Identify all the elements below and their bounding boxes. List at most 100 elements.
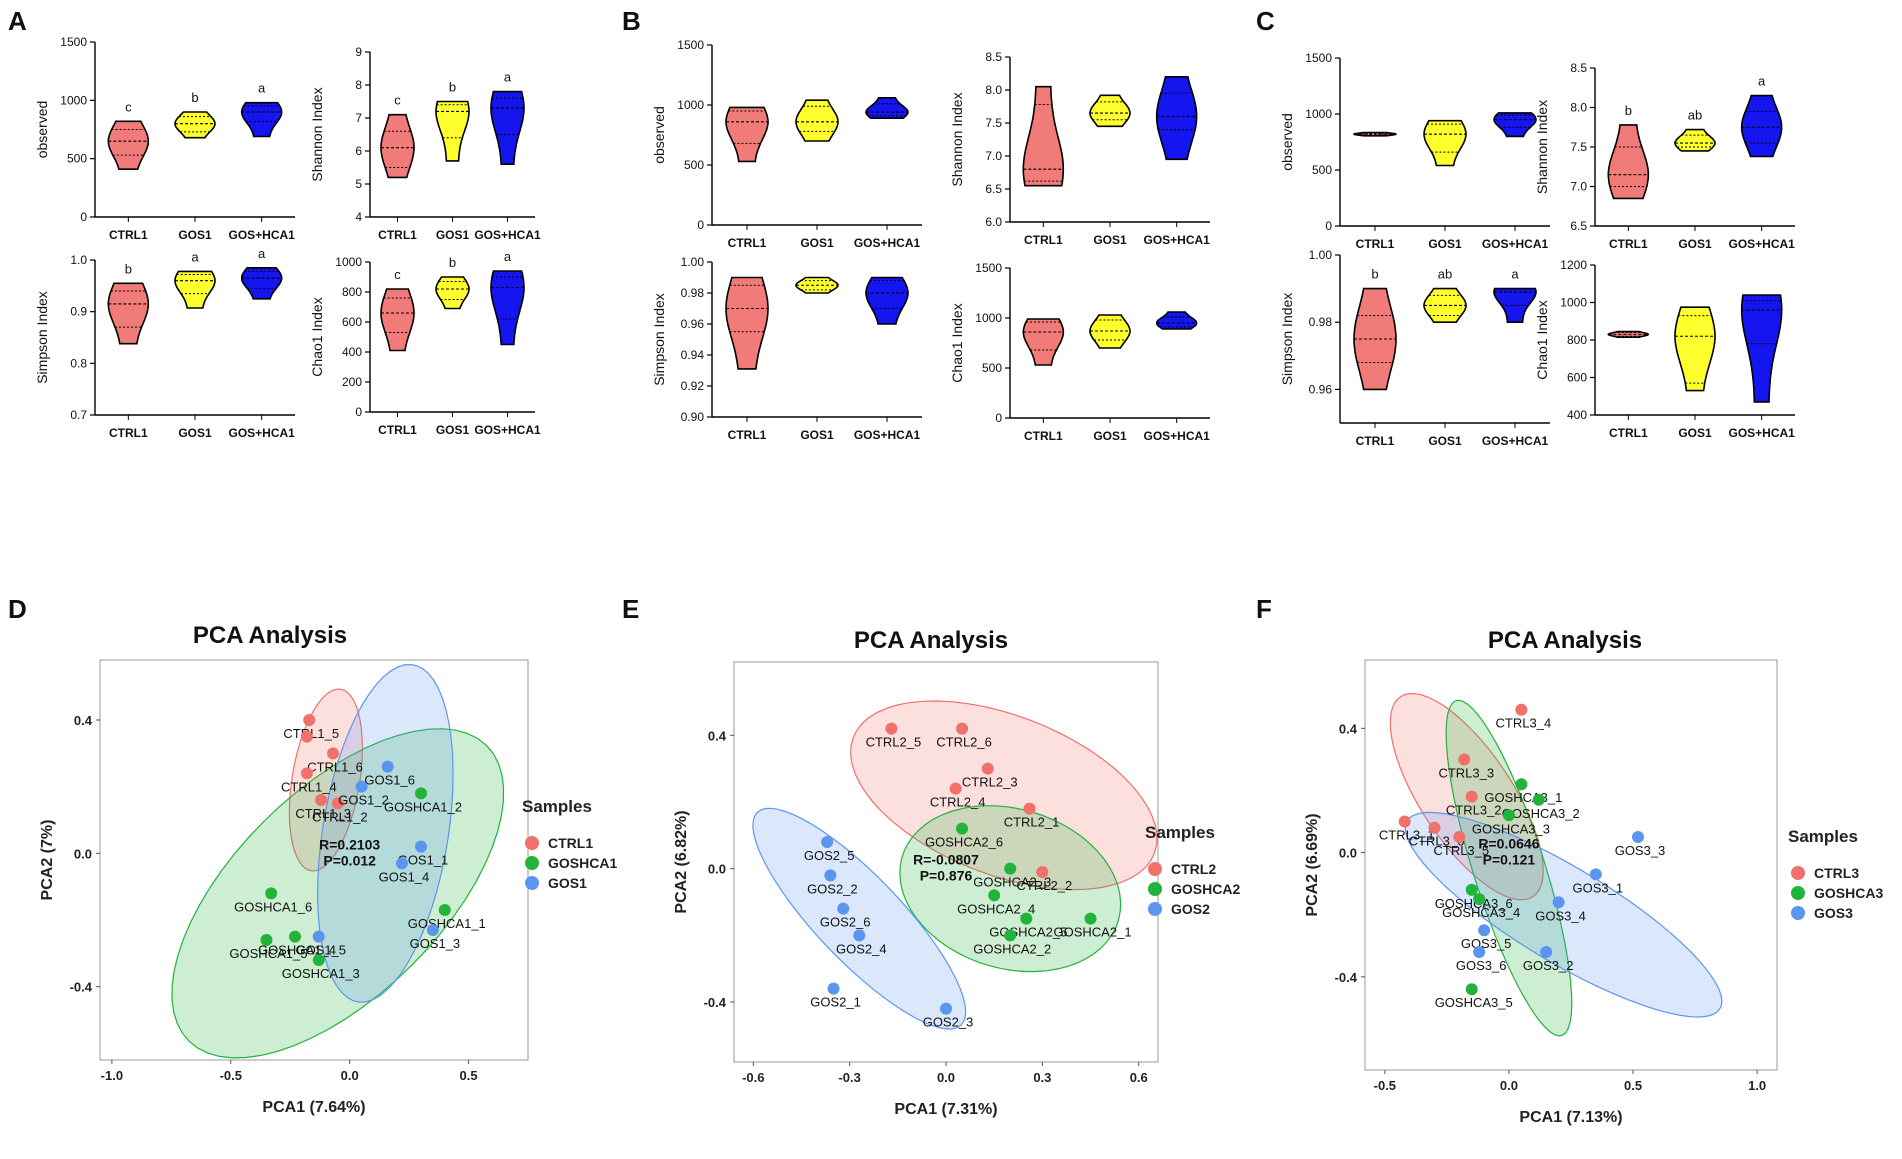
sample-point [1502, 809, 1515, 822]
x-tick-label: GOS+HCA1 [228, 228, 295, 242]
sample-point [1084, 912, 1097, 925]
x-tick-label: GOS1 [436, 423, 470, 437]
y-tick-label: 800 [342, 285, 362, 299]
y-tick-label: 1000 [1305, 107, 1332, 121]
sample-point [288, 930, 301, 943]
sample-point [327, 747, 340, 760]
y-tick-label: 0 [355, 405, 362, 419]
sample-label: CTRL2_1 [1004, 815, 1060, 830]
y-tick-label: 8.5 [1570, 61, 1587, 75]
y-tick-label: 800 [1567, 333, 1587, 347]
sample-point [438, 904, 451, 916]
sample-point [355, 780, 368, 793]
significance-letter: ab [1438, 267, 1452, 282]
legend-swatch [1791, 866, 1805, 880]
x-tick-label: CTRL1 [1356, 434, 1395, 448]
legend-entry: CTRL2 [1171, 861, 1216, 877]
panel-letter-f: F [1256, 594, 1272, 624]
pca-chart-d: PCA Analysis -1.0 -0.5 0.0 0.5 -0.4 0.0 0.4 PCA1… [39, 622, 617, 1116]
panel-letter-e: E [622, 594, 639, 624]
sample-label: GOSHCA3_4 [1442, 905, 1520, 920]
sample-label: GOS1_3 [410, 936, 461, 951]
sample-label: GOSHCA3_5 [1435, 995, 1513, 1010]
sample-label: GOSHCA3_6 [1435, 896, 1513, 911]
y-axis-label: Simpson Index [651, 293, 667, 386]
sample-point [1458, 753, 1471, 766]
sample-label: GOS2_1 [810, 995, 861, 1010]
sample-label: CTRL2_4 [930, 795, 986, 810]
sample-point [1532, 793, 1545, 806]
violin-body [435, 100, 470, 162]
sample-label: GOS1_2 [338, 793, 389, 808]
violin-body [1022, 85, 1065, 187]
y-tick-label: 0.96 [1309, 382, 1333, 396]
sample-label: CTRL1_4 [281, 779, 337, 794]
sample-point [1632, 831, 1645, 844]
y-tick-label: 600 [342, 315, 362, 329]
y-tick-label: 400 [1567, 408, 1587, 422]
x-tick-label: GOS1 [800, 428, 834, 442]
legend-entry: GOS2 [1171, 901, 1210, 917]
significance-letter: a [504, 249, 512, 264]
legend-title: Samples [1145, 823, 1215, 842]
sample-label: GOS2_2 [807, 881, 858, 896]
x-tick-label: GOS1 [1678, 426, 1712, 440]
sample-point [949, 782, 962, 795]
sample-point [381, 760, 394, 773]
y-axis-label: Chao1 Index [309, 297, 325, 376]
x-tick-label: -0.3 [838, 1070, 860, 1085]
sample-point [824, 869, 837, 882]
y-tick-label: 6.5 [1570, 219, 1587, 233]
y-tick-label: 1500 [1305, 51, 1332, 65]
violin-chart-c-9: 6.5 7.0 7.5 8.0 8.5 Shannon Index CTRL1 b GOS1 ab… [1534, 61, 1795, 251]
confidence-ellipse-ctrl2 [850, 700, 1158, 891]
sample-label: GOSHCA1_1 [408, 916, 486, 931]
x-tick-label: CTRL1 [109, 228, 148, 242]
sample-point [426, 924, 439, 936]
x-tick-label: CTRL1 [109, 426, 148, 440]
sample-label: CTRL1_6 [307, 759, 363, 774]
significance-letter: a [191, 249, 199, 264]
y-axis-label: observed [34, 101, 50, 159]
y-axis-label: Chao1 Index [949, 303, 965, 382]
violin-body [1022, 318, 1065, 366]
sample-label: GOS2_6 [820, 915, 871, 930]
significance-letter: b [191, 90, 198, 105]
sample-point [827, 982, 840, 995]
violin-chart-b-5: 6.0 6.5 7.0 7.5 8.0 8.5 Shannon Index CTRL1 GOS1… [949, 50, 1210, 247]
plot-frame [733, 661, 1159, 1063]
x-tick-label: GOS+HCA1 [1728, 426, 1795, 440]
sample-point [821, 836, 834, 848]
y-tick-label: 500 [684, 158, 704, 172]
sample-label: GOSHCA1_4 [258, 943, 336, 958]
panel-letter-c: C [1256, 6, 1275, 36]
x-tick-label: 0.0 [341, 1068, 359, 1083]
violin-body [435, 276, 470, 310]
y-tick-label: 500 [982, 361, 1002, 375]
significance-letter: a [504, 70, 512, 85]
legend-swatch [1148, 902, 1162, 916]
y-tick-label: 0.0 [708, 862, 726, 877]
y-axis-label: observed [651, 106, 667, 164]
y-axis-label: PCA2 (6.69%) [1304, 813, 1321, 916]
x-axis-label: PCA1 (7.31%) [894, 1101, 997, 1118]
stat-r-value: R=0.0646 [1478, 836, 1539, 852]
sample-point [1515, 703, 1528, 716]
sample-label: CTRL3_1 [1379, 828, 1435, 843]
stat-r-value: R=0.2103 [319, 836, 380, 852]
sample-point [1473, 945, 1486, 958]
sample-point [1478, 924, 1491, 937]
legend-entry: CTRL1 [548, 835, 593, 851]
y-axis-label: Simpson Index [1279, 293, 1295, 386]
panel-letter-d: D [8, 594, 27, 624]
sample-label: CTRL3_5 [1433, 843, 1489, 858]
sample-point [940, 1002, 952, 1015]
significance-letter: c [125, 99, 132, 114]
sample-point [300, 730, 313, 743]
sample-label: CTRL2_5 [866, 735, 922, 750]
x-tick-label: CTRL1 [1356, 237, 1395, 251]
y-tick-label: 500 [1312, 163, 1332, 177]
significance-letter: a [1758, 74, 1766, 89]
x-tick-label: GOS+HCA1 [474, 228, 541, 242]
sample-label: GOS3_4 [1535, 908, 1586, 923]
